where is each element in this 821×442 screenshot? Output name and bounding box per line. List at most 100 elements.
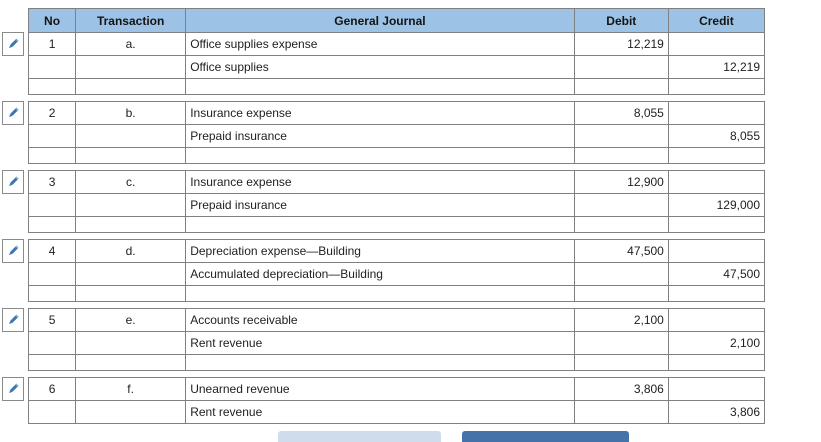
edit-entry-button[interactable] (2, 308, 24, 332)
pencil-icon (9, 245, 19, 256)
edit-entry-button[interactable] (2, 32, 24, 56)
credit-amount-empty-cell (667, 32, 766, 56)
debit-account-cell: Depreciation expense—Building (185, 239, 575, 263)
journal-entry: 2 b. Insurance expense 8,055 Prepaid ins… (2, 101, 766, 164)
debit-row: 3 c. Insurance expense 12,900 (27, 170, 766, 194)
journal-header-table: No Transaction General Journal Debit Cre… (27, 8, 766, 33)
debit-row: 5 e. Accounts receivable 2,100 (27, 308, 766, 332)
debit-row: 4 d. Depreciation expense—Building 47,50… (27, 239, 766, 263)
debit-amount-empty-cell (573, 262, 669, 286)
journal-entry: 5 e. Accounts receivable 2,100 Rent reve… (2, 308, 766, 371)
debit-row: 6 f. Unearned revenue 3,806 (27, 377, 766, 401)
pencil-icon (9, 38, 19, 49)
credit-account-cell: Accumulated depreciation—Building (185, 262, 575, 286)
entry-number-cell: 1 (27, 32, 77, 56)
column-header-credit: Credit (667, 8, 766, 33)
edit-entry-button[interactable] (2, 101, 24, 125)
transaction-letter-cell: f. (75, 377, 187, 401)
column-header-no: No (27, 8, 77, 33)
credit-amount-empty-cell (667, 239, 766, 263)
credit-account-cell: Office supplies (185, 55, 575, 79)
debit-amount-empty-cell (573, 55, 669, 79)
credit-account-cell: Rent revenue (185, 331, 575, 355)
entry-number-empty-cell (27, 331, 77, 355)
credit-amount-cell: 8,055 (667, 124, 766, 148)
transaction-empty-cell (75, 331, 187, 355)
entry-number-cell: 2 (27, 101, 77, 125)
debit-account-cell: Insurance expense (185, 170, 575, 194)
pencil-icon (9, 383, 19, 394)
pencil-icon (9, 176, 19, 187)
transaction-letter-cell: e. (75, 308, 187, 332)
journal-entry: 3 c. Insurance expense 12,900 Prepaid in… (2, 170, 766, 233)
journal-entries: 1 a. Office supplies expense 12,219 Offi… (2, 32, 766, 424)
debit-account-cell: Office supplies expense (185, 32, 575, 56)
entry-number-cell: 5 (27, 308, 77, 332)
credit-amount-cell: 129,000 (667, 193, 766, 217)
journal-entry: 6 f. Unearned revenue 3,806 Rent revenue… (2, 377, 766, 424)
debit-account-cell: Unearned revenue (185, 377, 575, 401)
entry-number-empty-cell (27, 400, 77, 424)
debit-amount-empty-cell (573, 124, 669, 148)
credit-account-cell: Prepaid insurance (185, 124, 575, 148)
entry-number-cell: 3 (27, 170, 77, 194)
debit-amount-cell: 2,100 (573, 308, 669, 332)
blank-row (27, 216, 766, 233)
secondary-action-button[interactable] (278, 431, 441, 442)
transaction-letter-cell: b. (75, 101, 187, 125)
debit-row: 2 b. Insurance expense 8,055 (27, 101, 766, 125)
column-header-debit: Debit (573, 8, 669, 33)
credit-row: Accumulated depreciation—Building 47,500 (27, 262, 766, 286)
transaction-empty-cell (75, 55, 187, 79)
column-header-transaction: Transaction (75, 8, 187, 33)
credit-amount-cell: 47,500 (667, 262, 766, 286)
debit-amount-cell: 3,806 (573, 377, 669, 401)
debit-amount-cell: 12,219 (573, 32, 669, 56)
debit-amount-cell: 8,055 (573, 101, 669, 125)
debit-amount-cell: 12,900 (573, 170, 669, 194)
journal-entry-table: 2 b. Insurance expense 8,055 Prepaid ins… (27, 101, 766, 164)
entry-number-cell: 6 (27, 377, 77, 401)
journal-header-row: No Transaction General Journal Debit Cre… (2, 8, 766, 33)
transaction-letter-cell: a. (75, 32, 187, 56)
entry-number-cell: 4 (27, 239, 77, 263)
blank-row (27, 78, 766, 95)
debit-account-cell: Insurance expense (185, 101, 575, 125)
debit-amount-empty-cell (573, 400, 669, 424)
credit-row: Prepaid insurance 129,000 (27, 193, 766, 217)
debit-row: 1 a. Office supplies expense 12,219 (27, 32, 766, 56)
credit-row: Office supplies 12,219 (27, 55, 766, 79)
transaction-empty-cell (75, 262, 187, 286)
blank-row (27, 354, 766, 371)
entry-number-empty-cell (27, 55, 77, 79)
entry-number-empty-cell (27, 262, 77, 286)
credit-amount-cell: 12,219 (667, 55, 766, 79)
edit-entry-button[interactable] (2, 239, 24, 263)
credit-amount-empty-cell (667, 101, 766, 125)
credit-amount-cell: 2,100 (667, 331, 766, 355)
column-header-journal: General Journal (185, 8, 575, 33)
credit-amount-cell: 3,806 (667, 400, 766, 424)
journal-entry: 1 a. Office supplies expense 12,219 Offi… (2, 32, 766, 95)
edit-entry-button[interactable] (2, 170, 24, 194)
credit-row: Prepaid insurance 8,055 (27, 124, 766, 148)
debit-amount-empty-cell (573, 193, 669, 217)
credit-account-cell: Prepaid insurance (185, 193, 575, 217)
entry-number-empty-cell (27, 193, 77, 217)
pencil-icon (9, 107, 19, 118)
credit-amount-empty-cell (667, 308, 766, 332)
transaction-letter-cell: c. (75, 170, 187, 194)
journal-entry: 4 d. Depreciation expense—Building 47,50… (2, 239, 766, 302)
credit-amount-empty-cell (667, 377, 766, 401)
journal-entry-table: 6 f. Unearned revenue 3,806 Rent revenue… (27, 377, 766, 424)
credit-row: Rent revenue 3,806 (27, 400, 766, 424)
credit-amount-empty-cell (667, 170, 766, 194)
primary-action-button[interactable] (462, 431, 629, 442)
edit-entry-button[interactable] (2, 377, 24, 401)
credit-row: Rent revenue 2,100 (27, 331, 766, 355)
debit-amount-empty-cell (573, 331, 669, 355)
transaction-letter-cell: d. (75, 239, 187, 263)
pencil-icon (9, 314, 19, 325)
entry-number-empty-cell (27, 124, 77, 148)
